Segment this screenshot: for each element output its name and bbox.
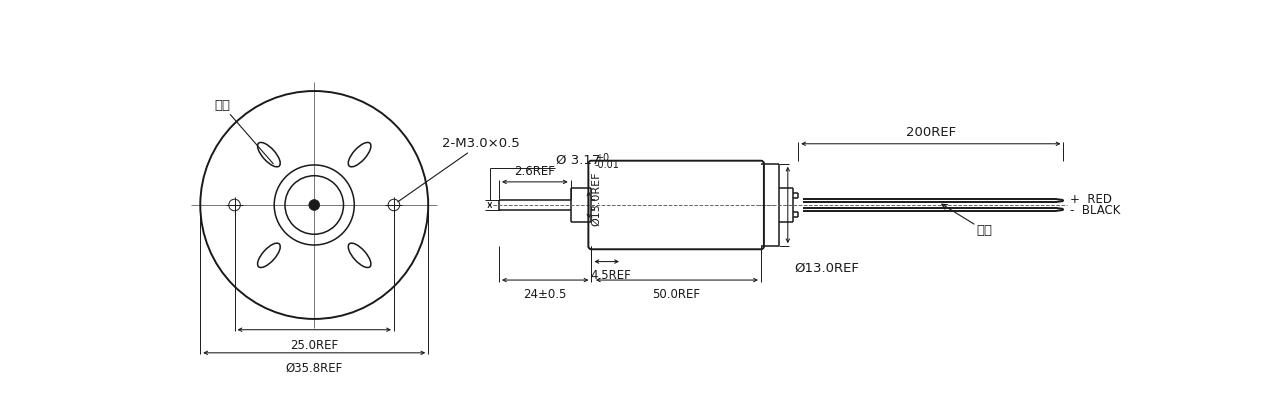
Text: 引线: 引线 (942, 204, 992, 237)
Text: 4.5REF: 4.5REF (591, 269, 631, 282)
Text: 24±0.5: 24±0.5 (524, 288, 568, 301)
Text: Ø 3.17: Ø 3.17 (556, 154, 601, 166)
Text: Ø35.8REF: Ø35.8REF (286, 362, 342, 375)
Text: -0.01: -0.01 (595, 159, 620, 170)
Text: +0: +0 (595, 153, 609, 164)
Circle shape (309, 199, 319, 211)
Text: -  BLACK: - BLACK (1069, 204, 1120, 217)
Text: 50.0REF: 50.0REF (653, 288, 700, 301)
Text: Ø13.0REF: Ø13.0REF (794, 262, 858, 274)
Text: 2.6REF: 2.6REF (515, 165, 555, 178)
Text: 气孔: 气孔 (214, 99, 273, 164)
Text: 25.0REF: 25.0REF (290, 339, 338, 352)
Text: 200REF: 200REF (906, 126, 956, 139)
Text: Ø13.0REF: Ø13.0REF (591, 171, 601, 226)
Text: +  RED: + RED (1069, 193, 1112, 206)
Text: 2-M3.0×0.5: 2-M3.0×0.5 (398, 137, 520, 202)
